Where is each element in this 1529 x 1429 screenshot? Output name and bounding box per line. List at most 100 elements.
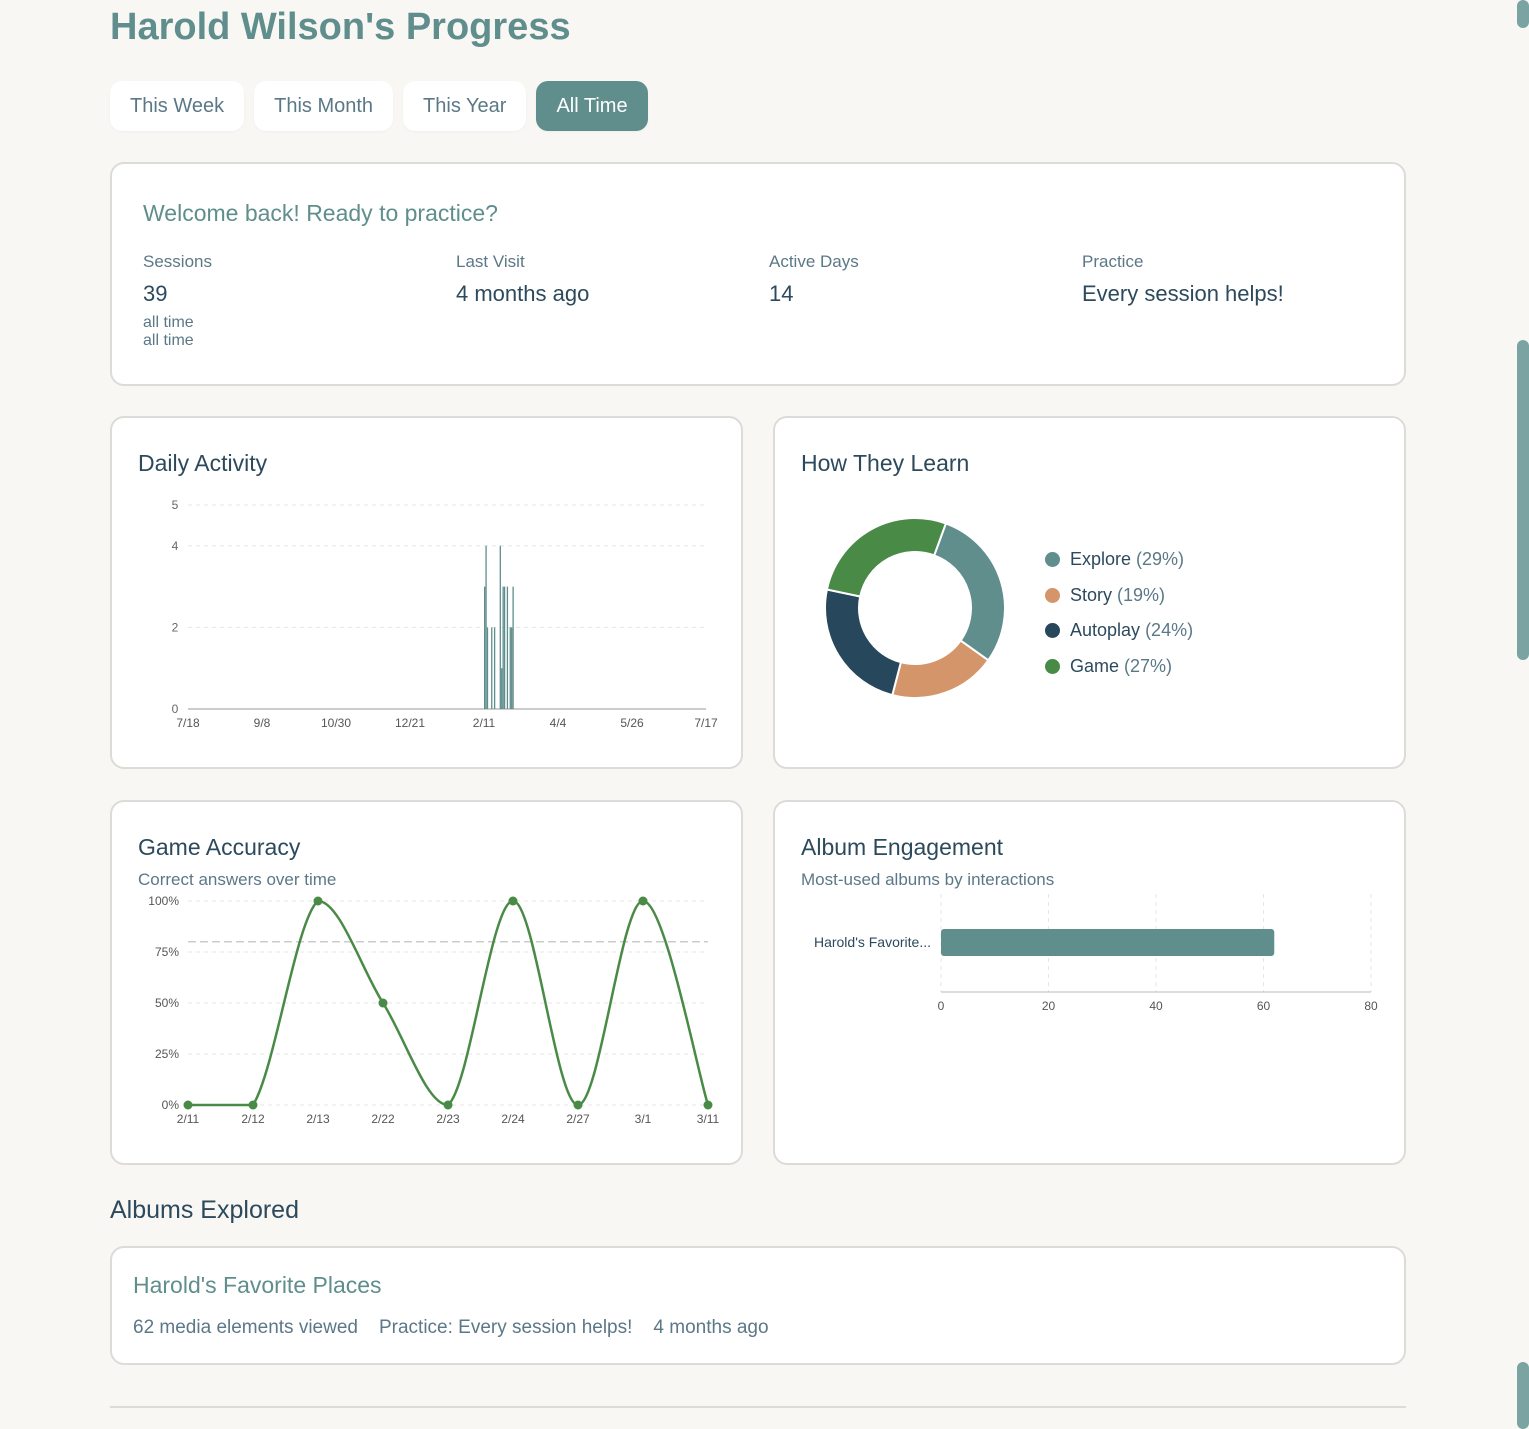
page-divider — [110, 1406, 1406, 1408]
x-tick-label: 2/13 — [306, 1112, 330, 1126]
legend-pct: (27%) — [1124, 655, 1173, 676]
legend-dot — [1045, 623, 1060, 639]
x-tick-label: 7/17 — [694, 716, 718, 730]
donut-slice-story — [891, 639, 990, 699]
learning-donut-chart — [824, 517, 1006, 699]
welcome-title: Welcome back! Ready to practice? — [143, 200, 498, 226]
legend-pct: (24%) — [1145, 620, 1194, 641]
x-tick-label: 20 — [1042, 999, 1056, 1013]
activity-bar — [499, 545, 501, 709]
y-tick-label: 0 — [172, 702, 179, 716]
activity-bar — [509, 627, 511, 709]
x-tick-label: 10/30 — [321, 716, 351, 730]
tab-all-time[interactable]: All Time — [536, 81, 648, 131]
stat-practice: Practice Every session helps! — [1082, 252, 1284, 307]
album-name[interactable]: Harold's Favorite Places — [133, 1272, 382, 1298]
tab-this-month[interactable]: This Month — [254, 81, 394, 131]
tab-this-year[interactable]: This Year — [403, 81, 527, 131]
legend-label: Explore — [1070, 549, 1132, 570]
card-title: How They Learn — [801, 450, 970, 476]
activity-bar — [502, 586, 504, 709]
card-subtitle: Most-used albums by interactions — [801, 870, 1055, 889]
y-tick-label: 75% — [155, 945, 179, 959]
legend-label: Game — [1070, 655, 1120, 676]
album-bar — [941, 929, 1275, 956]
legend-dot — [1045, 552, 1060, 568]
donut-slice-autoplay — [824, 588, 903, 697]
stat-sessions: Sessions 39 all time all time — [143, 252, 212, 350]
x-tick-label: 4/4 — [550, 716, 567, 730]
y-tick-label: 4 — [172, 539, 179, 553]
y-tick-label: 5 — [172, 498, 179, 512]
activity-bar — [491, 627, 493, 709]
x-tick-label: 2/27 — [566, 1112, 590, 1126]
album-practice: Practice: Every session helps! — [378, 1317, 633, 1338]
card-subtitle: Correct answers over time — [138, 870, 337, 889]
card-title: Daily Activity — [138, 450, 268, 476]
legend-pct: (19%) — [1117, 584, 1166, 605]
activity-bar — [506, 586, 509, 709]
legend-item-game: Game (27%) — [1045, 649, 1193, 685]
game-accuracy-chart: 0% 25% 50% 75% 100% 2/11 2/12 2/13 2/22 2/23 2/24 2… — [148, 894, 719, 1126]
activity-bar — [493, 627, 496, 709]
activity-bar — [484, 586, 486, 709]
x-tick-label: 2/23 — [436, 1112, 460, 1126]
stat-value: Every session helps! — [1082, 281, 1284, 306]
album-viewed-count: 62 media elements viewed — [133, 1317, 358, 1338]
legend-item-autoplay: Autoplay (24%) — [1045, 613, 1193, 649]
x-tick-label: 80 — [1364, 999, 1378, 1013]
activity-bar — [511, 627, 513, 709]
activity-bar — [486, 627, 489, 709]
stat-value: 14 — [769, 281, 794, 306]
album-list-item[interactable]: Harold's Favorite Places 62 media elemen… — [110, 1246, 1406, 1365]
y-tick-label: 25% — [155, 1047, 179, 1061]
legend-item-explore: Explore (29%) — [1045, 542, 1193, 578]
x-tick-label: 2/11 — [177, 1112, 200, 1126]
accuracy-line — [188, 899, 710, 1107]
x-tick-label: 40 — [1149, 999, 1163, 1013]
daily-activity-chart: 0 2 4 5 7/18 9/8 10/30 12/21 2/11 4/4 5/26 7/17 — [172, 498, 718, 730]
x-tick-label: 5/26 — [620, 716, 644, 730]
activity-bar — [512, 586, 514, 709]
page-title: Harold Wilson's Progress — [110, 6, 571, 48]
legend-dot — [1045, 658, 1060, 674]
how-they-learn-card: How They Learn Explore (29%) Story (19%)… — [773, 416, 1406, 769]
donut-slice-game — [825, 517, 948, 598]
stat-label: Last Visit — [456, 252, 525, 271]
album-meta: 62 media elements viewed Practice: Every… — [133, 1317, 769, 1339]
time-range-tabs: This Week This Month This Year All Time — [110, 81, 648, 131]
activity-bar — [485, 545, 487, 709]
albums-explored-heading: Albums Explored — [110, 1196, 299, 1224]
welcome-card: Welcome back! Ready to practice? Session… — [110, 162, 1406, 386]
x-tick-label: 2/24 — [501, 1112, 525, 1126]
stat-value: 39 — [143, 281, 168, 306]
scrollbar-bottom[interactable] — [1517, 1362, 1529, 1429]
scrollbar-thumb[interactable] — [1517, 340, 1529, 660]
accuracy-point — [248, 1100, 258, 1110]
x-tick-label: 2/12 — [241, 1112, 265, 1126]
x-tick-label: 2/11 — [473, 716, 496, 730]
card-title: Game Accuracy — [138, 834, 301, 860]
y-tick-label: 0% — [162, 1098, 180, 1112]
scrollbar-top[interactable] — [1517, 0, 1529, 28]
accuracy-point — [508, 896, 518, 906]
x-tick-label: 7/18 — [176, 716, 200, 730]
x-tick-label: 60 — [1257, 999, 1271, 1013]
accuracy-point — [703, 1100, 713, 1110]
donut-slice-explore — [932, 522, 1006, 662]
album-last-visit: 4 months ago — [653, 1317, 769, 1338]
accuracy-point — [183, 1100, 193, 1110]
stat-label: Sessions — [143, 252, 212, 271]
daily-activity-card: Daily Activity 0 2 4 5 7/18 9/8 10/30 12/21 2/11… — [110, 416, 743, 769]
legend-item-story: Story (19%) — [1045, 578, 1193, 614]
stat-label: Practice — [1082, 252, 1144, 271]
tab-this-week[interactable]: This Week — [110, 81, 245, 131]
stat-active-days: Active Days 14 — [769, 252, 859, 307]
album-engagement-card: Album Engagement Most-used albums by int… — [773, 800, 1406, 1165]
x-tick-label: 0 — [938, 999, 945, 1013]
y-tick-label: 50% — [155, 996, 179, 1010]
stat-value: 4 months ago — [456, 281, 590, 306]
album-bar-label: Harold's Favorite... — [814, 934, 931, 950]
x-tick-label: 9/8 — [254, 716, 271, 730]
card-title: Album Engagement — [801, 834, 1004, 860]
